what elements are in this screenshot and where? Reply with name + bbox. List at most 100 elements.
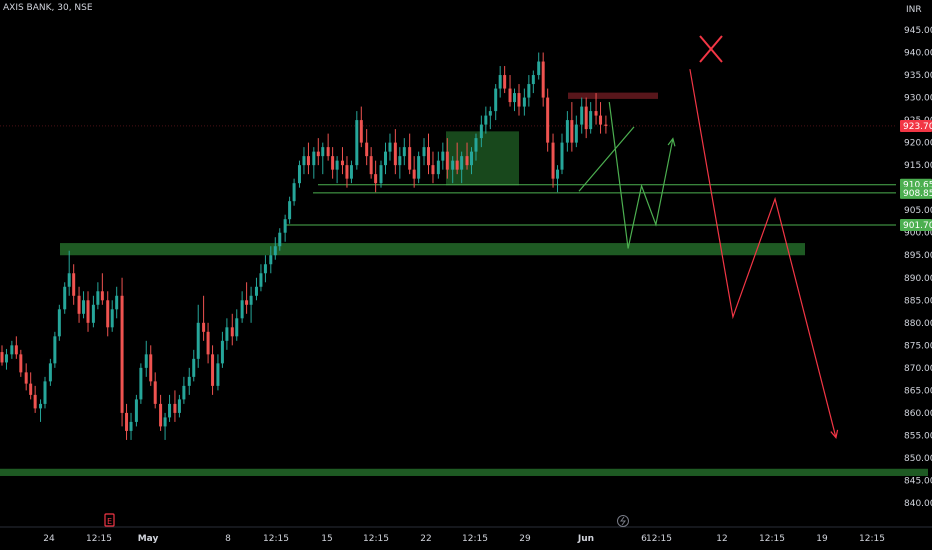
candle-body xyxy=(24,372,28,384)
candle-body xyxy=(374,174,378,184)
candle-body xyxy=(422,147,426,157)
earnings-icon xyxy=(104,513,115,527)
candle-body xyxy=(599,115,603,125)
candle-body xyxy=(63,286,67,310)
y-tick-label: 945.00 xyxy=(904,26,932,36)
candle-body xyxy=(551,142,555,179)
x-tick-label: 12 xyxy=(716,534,727,544)
candle-body xyxy=(168,403,172,418)
y-tick-label: 855.00 xyxy=(904,431,932,441)
candle-body xyxy=(436,160,440,175)
x-tick-label: 12:15 xyxy=(86,534,112,544)
x-tick-label: 15 xyxy=(321,534,332,544)
candle-body xyxy=(134,399,138,422)
arrow-head xyxy=(667,137,676,147)
candle-body xyxy=(355,120,359,166)
candle-body xyxy=(202,322,206,332)
candle-body xyxy=(96,291,100,305)
x-tick-label: 8 xyxy=(225,534,231,544)
candle-body xyxy=(426,147,430,166)
candle-body xyxy=(340,160,344,166)
y-tick-label: 885.00 xyxy=(904,296,932,306)
candle-body xyxy=(39,403,43,409)
chart-title: AXIS BANK, 30, NSE xyxy=(3,3,93,13)
y-tick-label: 935.00 xyxy=(904,71,932,81)
candle-body xyxy=(359,120,363,143)
candle-body xyxy=(402,147,406,157)
candle-body xyxy=(484,115,488,125)
y-tick-label: 890.00 xyxy=(904,274,932,284)
candle-body xyxy=(106,300,110,328)
candle-body xyxy=(379,165,383,184)
candle-body xyxy=(570,120,574,143)
candle-body xyxy=(584,106,588,130)
candle-body xyxy=(91,304,95,323)
y-tick-label: 840.00 xyxy=(904,499,932,509)
candle-body xyxy=(388,142,392,152)
x-tick-label: 22 xyxy=(420,534,431,544)
candle-body xyxy=(517,93,521,107)
candle-body xyxy=(383,151,387,166)
zone-rect xyxy=(446,131,519,186)
candle-body xyxy=(412,169,416,179)
candle-body xyxy=(33,394,37,409)
candle-body xyxy=(474,138,478,152)
x-tick-label: 12:15 xyxy=(759,534,785,544)
candle-body xyxy=(144,354,148,368)
bullish-projection-path xyxy=(608,101,674,249)
candle-body xyxy=(211,354,215,386)
candle-body xyxy=(537,61,541,76)
y-tick-label: 915.00 xyxy=(904,161,932,171)
candle-body xyxy=(86,300,90,323)
candle-body xyxy=(187,376,191,386)
candle-body xyxy=(455,160,459,170)
candle-body xyxy=(220,340,224,364)
candle-body xyxy=(288,201,292,220)
y-tick-label: 875.00 xyxy=(904,341,932,351)
candle-body xyxy=(278,232,282,247)
price-tag-label: 923.70 xyxy=(903,122,932,132)
candle-body xyxy=(235,318,239,337)
y-tick-label: 900.00 xyxy=(904,229,932,239)
candle-body xyxy=(159,403,163,427)
candle-body xyxy=(541,61,545,98)
price-tag-label: 908.85 xyxy=(903,189,932,199)
candle-body xyxy=(451,160,455,170)
candle-body xyxy=(556,169,560,179)
trendline xyxy=(578,126,635,192)
zone-rect xyxy=(60,243,805,256)
y-tick-label: 940.00 xyxy=(904,49,932,59)
candle-body xyxy=(72,273,76,296)
zones-layer xyxy=(0,92,928,476)
candle-body xyxy=(67,273,71,287)
candle-body xyxy=(110,309,114,328)
arrow-head xyxy=(830,429,839,440)
y-tick-label: 880.00 xyxy=(904,319,932,329)
y-tick-label: 865.00 xyxy=(904,386,932,396)
candle-body xyxy=(431,165,435,175)
y-tick-label: 850.00 xyxy=(904,454,932,464)
candle-body xyxy=(225,327,229,341)
lightning-icon xyxy=(620,516,626,526)
icons-layer: E xyxy=(104,513,629,527)
candle-body xyxy=(316,151,320,157)
candle-body xyxy=(57,309,61,337)
price-tag xyxy=(900,219,932,232)
candle-body xyxy=(574,124,578,143)
candle-body xyxy=(177,399,181,413)
y-tick-label: 895.00 xyxy=(904,251,932,261)
y-tick-label: 930.00 xyxy=(904,94,932,104)
zone-rect xyxy=(0,468,928,476)
candle-body xyxy=(604,124,608,126)
price-tag xyxy=(900,186,932,199)
candle-body xyxy=(560,142,564,170)
candle-body xyxy=(513,93,517,103)
candle-body xyxy=(494,88,498,112)
candle-body xyxy=(129,421,133,431)
x-tick-label: 19 xyxy=(816,534,828,544)
candle-body xyxy=(249,295,253,305)
x-tick-label: 12:15 xyxy=(859,534,885,544)
candle-body xyxy=(479,124,483,139)
